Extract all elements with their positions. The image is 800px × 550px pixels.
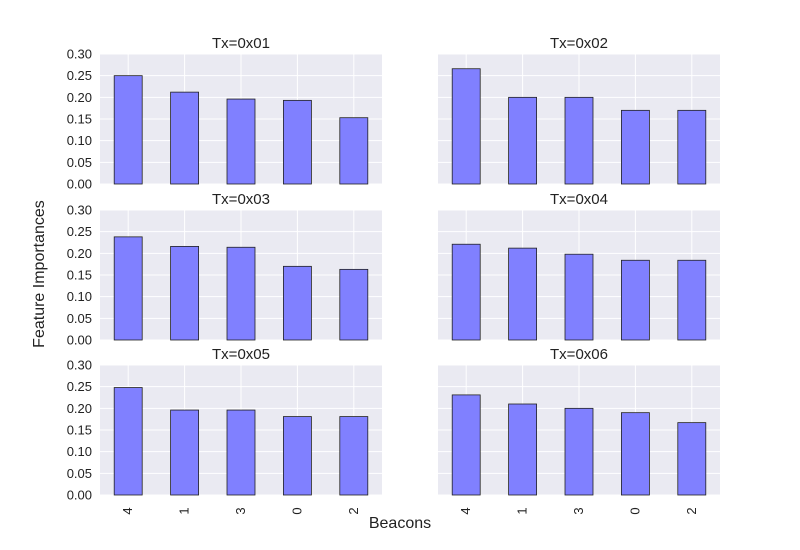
x-tick-label: 2 [346,507,361,514]
y-tick-label: 0.10 [67,289,92,304]
bar-4 [451,243,481,341]
bar-2 [339,117,369,185]
bar-0 [282,416,312,496]
subplot-title: Tx=0x03 [212,191,270,208]
bar-4 [451,394,481,496]
x-tick-label: 1 [515,507,530,514]
x-tick-label: 4 [120,507,135,514]
bar-3 [226,98,256,185]
bar-4 [113,387,143,496]
bar-2 [677,422,707,496]
subplot-title: Tx=0x02 [550,35,608,52]
subplot-6: 4 1 3 0 2 Tx=0x06 [438,346,720,515]
bar-3 [226,246,256,341]
y-tick-label: 0.20 [67,401,92,416]
x-tick-label: 0 [627,507,642,514]
bar-1 [170,91,200,185]
y-tick-label: 0.25 [67,68,92,83]
subplot-2: Tx=0x02 [438,35,720,185]
x-tick-label: 1 [177,507,192,514]
y-tick-label: 0.15 [67,268,92,283]
bar-2 [339,416,369,496]
x-tick-label: 3 [571,507,586,514]
subplot-5: 0.00 0.05 0.10 0.15 0.20 0.25 0.30 4 1 3 0 2 Tx=0x05 [67,346,382,515]
y-tick-label: 0.05 [67,311,92,326]
subplot-1: 0.00 0.05 0.10 0.15 0.20 0.25 0.30 Tx=0x01 [67,35,382,192]
subplot-3: 0.00 0.05 0.10 0.15 0.20 0.25 0.30 Tx=0x03 [67,191,382,348]
y-axis-label: Feature Importances [31,200,48,348]
y-tick-label: 0.05 [67,466,92,481]
x-tick-label: 4 [458,507,473,514]
subplot-title: Tx=0x04 [550,191,608,208]
y-tick-label: 0.00 [67,177,92,192]
x-tick-label: 2 [684,507,699,514]
y-tick-label: 0.20 [67,90,92,105]
y-tick-label: 0.00 [67,488,92,503]
bar-0 [621,259,650,341]
bar-3 [564,407,594,496]
y-tick-label: 0.30 [67,47,92,62]
y-tick-label: 0.15 [67,423,92,438]
y-tick-label: 0.20 [67,246,92,261]
x-tick-label: 0 [289,507,304,514]
bar-1 [508,403,538,496]
y-tick-label: 0.25 [67,379,92,394]
y-tick-label: 0.30 [67,203,92,218]
subplot-grid: 0.00 0.05 0.10 0.15 0.20 0.25 0.30 Tx=0x01 Tx=0x… [67,35,720,515]
x-tick-label: 3 [233,507,248,514]
bar-0 [282,265,312,341]
bar-0 [621,412,650,496]
bar-0 [282,99,312,185]
y-tick-label: 0.05 [67,155,92,170]
subplot-title: Tx=0x05 [212,346,270,363]
bar-1 [508,247,538,341]
bar-3 [564,96,594,185]
bar-1 [508,96,538,185]
bar-0 [621,109,650,185]
y-tick-label: 0.10 [67,133,92,148]
bar-2 [339,268,369,341]
bar-2 [677,259,707,341]
bar-3 [564,253,594,341]
x-axis-label: Beacons [369,515,431,532]
subplot-4: Tx=0x04 [438,191,720,341]
bar-1 [170,409,200,496]
y-tick-label: 0.25 [67,224,92,239]
bar-2 [677,109,707,185]
y-tick-label: 0.15 [67,112,92,127]
bar-4 [113,75,143,185]
subplot-title: Tx=0x06 [550,346,608,363]
bar-4 [113,236,143,341]
bar-4 [451,68,481,185]
y-tick-label: 0.00 [67,333,92,348]
y-tick-label: 0.10 [67,444,92,459]
subplot-title: Tx=0x01 [212,35,270,52]
bar-1 [170,245,200,341]
bar-3 [226,409,256,496]
y-tick-label: 0.30 [67,358,92,373]
